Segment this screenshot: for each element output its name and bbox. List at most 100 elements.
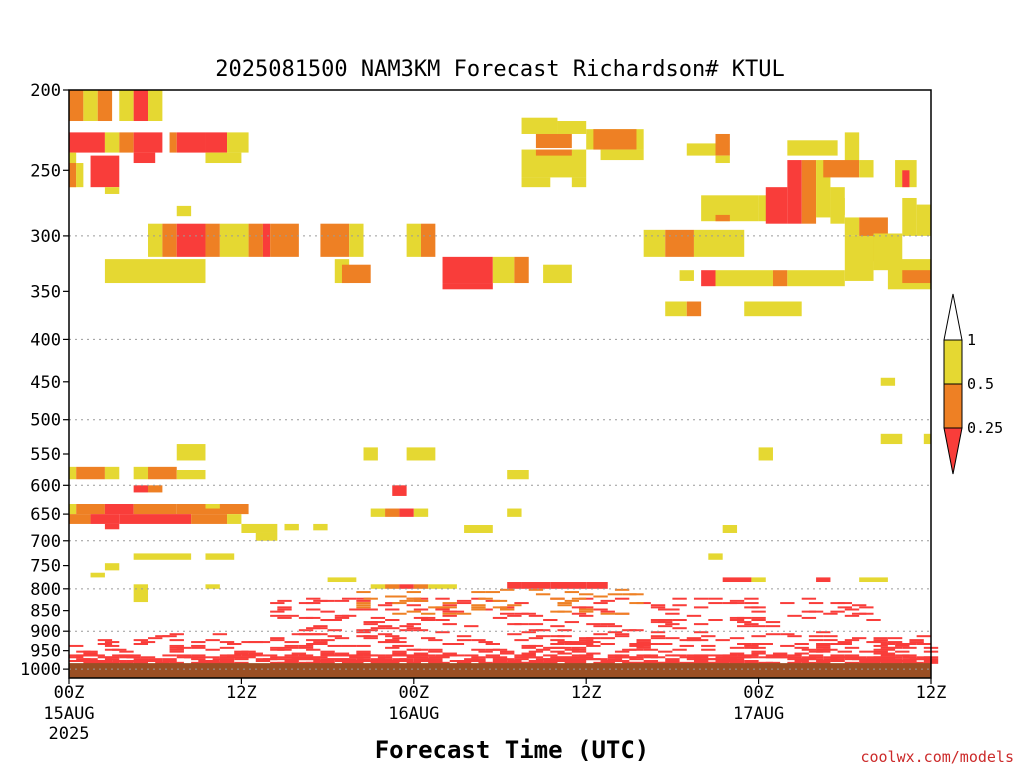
ri-streak — [579, 639, 594, 642]
ri-streak — [169, 644, 184, 647]
ri-cell — [787, 160, 802, 224]
ri-streak — [471, 658, 486, 661]
ri-streak — [729, 619, 745, 622]
ri-streak — [693, 639, 709, 642]
ri-streak — [277, 606, 292, 609]
ri-streak — [399, 599, 414, 602]
ri-streak — [808, 654, 824, 657]
ri-streak — [83, 652, 98, 655]
ri-streak — [744, 597, 759, 600]
ri-cell — [148, 466, 177, 480]
ri-streak — [356, 650, 371, 653]
ri-streak — [737, 643, 752, 646]
x-tick-label: 2025 — [49, 724, 90, 744]
ri-streak — [650, 604, 666, 607]
ri-streak — [701, 635, 716, 638]
ri-cell — [701, 195, 759, 222]
ri-streak — [399, 654, 414, 657]
ri-cell — [413, 508, 429, 517]
ri-streak — [119, 656, 134, 659]
ri-streak — [492, 648, 508, 651]
ri-streak — [851, 658, 867, 661]
ri-cell — [665, 229, 694, 257]
ri-streak — [629, 658, 644, 661]
ri-cell — [715, 133, 730, 156]
ri-streak — [600, 643, 615, 646]
ri-streak — [693, 597, 709, 600]
ri-streak — [579, 656, 594, 659]
ri-streak — [816, 661, 831, 664]
ri-cell — [69, 163, 77, 188]
ri-streak — [787, 635, 802, 638]
ri-streak — [873, 639, 888, 642]
ri-streak — [471, 660, 486, 663]
ri-streak — [808, 602, 824, 605]
ri-streak — [514, 654, 529, 657]
ri-cell — [557, 121, 587, 134]
ri-streak — [808, 639, 824, 642]
ri-streak — [313, 627, 328, 630]
ri-streak — [377, 658, 393, 661]
ri-cell — [830, 197, 845, 224]
ri-streak — [557, 604, 572, 607]
ri-streak — [873, 644, 888, 647]
ri-streak — [478, 641, 493, 644]
ri-streak — [571, 606, 587, 609]
ri-streak — [270, 646, 285, 649]
ri-streak — [406, 627, 421, 630]
ri-streak — [593, 625, 608, 628]
ri-streak — [140, 641, 156, 644]
ri-streak — [650, 631, 666, 634]
ri-streak — [758, 643, 773, 646]
y-tick-label: 400 — [30, 330, 61, 350]
ri-streak — [219, 658, 235, 661]
ri-streak — [291, 656, 307, 659]
ri-streak — [471, 591, 486, 594]
legend-swatch-low — [943, 427, 963, 475]
ri-streak — [428, 661, 443, 664]
ri-streak — [104, 644, 120, 647]
ri-streak — [816, 643, 831, 646]
ri-streak — [320, 599, 335, 602]
ri-cell — [104, 132, 120, 153]
ri-cell — [370, 508, 386, 517]
ri-streak — [435, 597, 450, 600]
ri-streak — [349, 660, 364, 663]
ri-streak — [133, 658, 149, 661]
ri-streak — [234, 661, 249, 664]
ri-streak — [902, 654, 917, 657]
ri-cell — [148, 485, 163, 493]
ri-streak — [794, 646, 809, 649]
ri-streak — [686, 654, 702, 657]
ri-streak — [471, 608, 486, 611]
ri-streak — [435, 608, 450, 611]
ri-cell — [464, 525, 493, 533]
ri-streak — [176, 654, 192, 657]
ri-streak — [586, 652, 601, 655]
ri-streak — [148, 658, 163, 661]
ri-streak — [406, 661, 421, 664]
ri-streak — [895, 654, 910, 657]
ri-streak — [119, 654, 134, 657]
ri-streak — [248, 654, 263, 657]
ri-streak — [428, 648, 443, 651]
ri-streak — [514, 661, 529, 664]
ri-streak — [844, 614, 860, 617]
ri-streak — [823, 639, 838, 642]
ri-streak — [808, 635, 824, 638]
ri-streak — [701, 654, 716, 657]
ri-streak — [270, 614, 285, 617]
ri-streak — [471, 648, 486, 651]
ri-streak — [420, 619, 436, 622]
ri-streak — [693, 623, 709, 626]
ri-cell — [104, 563, 120, 571]
ri-streak — [521, 644, 536, 647]
ri-streak — [830, 660, 845, 663]
ri-streak — [104, 656, 120, 659]
ri-cell — [765, 187, 788, 224]
ri-cell — [507, 469, 529, 480]
ri-streak — [672, 597, 687, 600]
ri-streak — [270, 658, 285, 661]
ri-streak — [500, 608, 515, 611]
ri-streak — [579, 641, 594, 644]
